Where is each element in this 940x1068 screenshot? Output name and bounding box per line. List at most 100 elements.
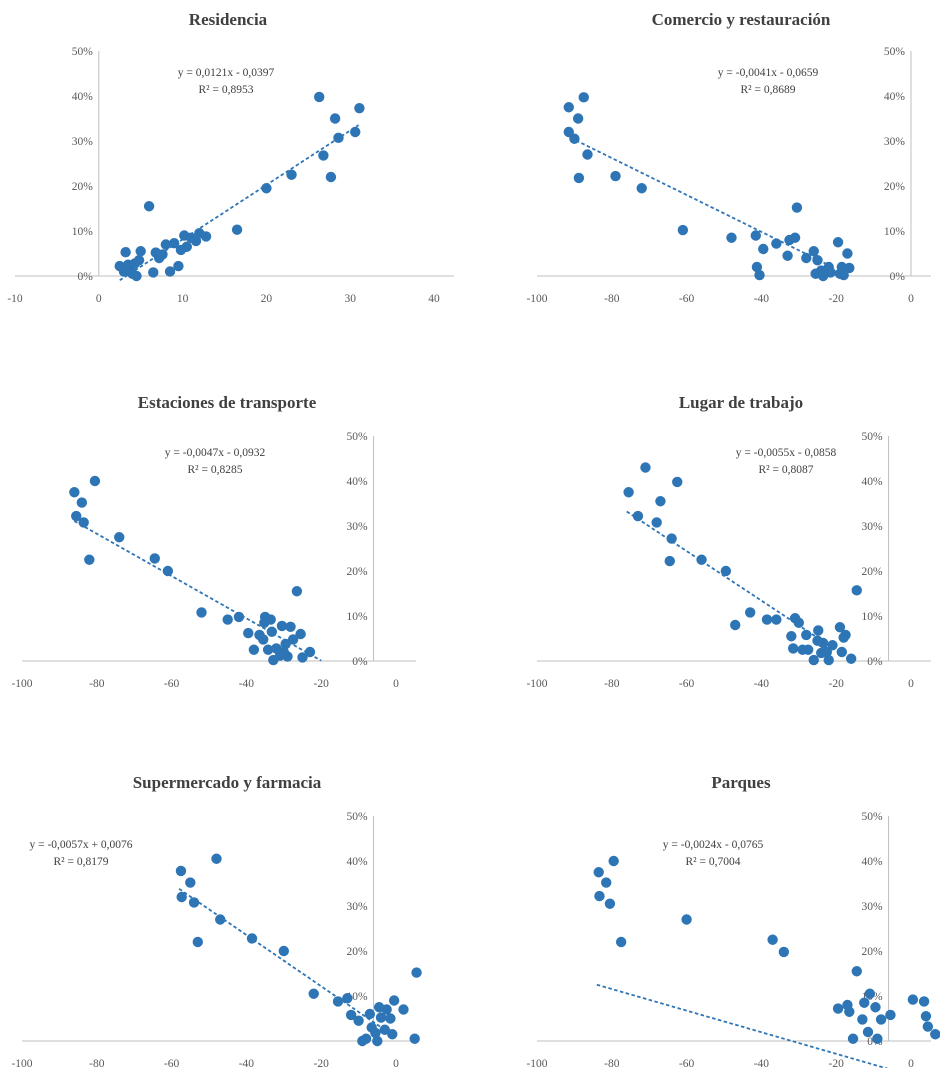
data-point [672, 476, 683, 488]
data-point [787, 643, 799, 654]
x-tick-label: -80 [604, 678, 620, 690]
data-point [750, 230, 761, 241]
x-tick-label: -10 [7, 293, 23, 305]
x-tick-label: -100 [11, 1058, 32, 1068]
data-point [89, 475, 101, 487]
data-point [84, 554, 95, 565]
trendline [570, 136, 830, 266]
y-tick-label: 30% [72, 136, 94, 148]
data-point [844, 262, 855, 274]
data-point [827, 640, 838, 651]
x-tick-label: -20 [314, 1058, 330, 1068]
chart-title: Residencia [189, 10, 268, 29]
data-point [726, 232, 737, 243]
data-point [655, 496, 666, 507]
y-tick-label: 50% [72, 46, 94, 58]
y-tick-label: 40% [346, 856, 368, 868]
data-point [813, 625, 824, 636]
scatter-panel: Supermercado y farmacia -100 -80 -60 -40 -20 0… [11, 773, 422, 1068]
data-point [411, 967, 422, 978]
y-tick-label: 30% [346, 521, 368, 533]
data-point [333, 132, 344, 144]
data-point [162, 565, 174, 577]
trend-equation: y = 0,0121x - 0,0397 [178, 67, 275, 79]
data-point [608, 855, 619, 867]
data-point [615, 936, 627, 948]
r-squared: R² = 0,8285 [188, 464, 243, 476]
y-tick-label: 50% [861, 811, 883, 823]
data-point [265, 614, 276, 625]
data-point [233, 611, 245, 623]
data-point [594, 890, 605, 902]
x-tick-label: -80 [89, 678, 105, 690]
data-point [918, 996, 930, 1007]
data-point [370, 1027, 381, 1039]
y-tick-label: 40% [861, 476, 883, 488]
data-point [120, 246, 131, 258]
data-point [350, 126, 361, 138]
chart-title: Estaciones de transporte [138, 393, 317, 412]
data-point [808, 246, 819, 257]
data-point [160, 239, 172, 250]
data-point [593, 867, 604, 878]
y-tick-label: 40% [346, 476, 368, 488]
data-point [651, 517, 662, 528]
data-point [720, 565, 732, 577]
trendline [596, 983, 889, 1068]
data-point [69, 487, 80, 498]
data-point [632, 510, 644, 522]
data-point [388, 995, 400, 1006]
trend-equation: y = -0,0024x - 0,0765 [663, 839, 764, 851]
data-point [801, 629, 812, 641]
data-point [246, 933, 258, 944]
x-tick-label: 0 [393, 678, 399, 690]
x-tick-label: -80 [89, 1058, 105, 1068]
data-point [282, 651, 293, 662]
data-point [930, 1029, 940, 1040]
data-point [188, 897, 200, 908]
data-point [297, 652, 308, 663]
data-point [192, 936, 203, 948]
x-tick-label: -20 [829, 1058, 845, 1068]
data-point [864, 988, 876, 999]
data-point [164, 266, 176, 277]
x-tick-label: 0 [908, 678, 914, 690]
data-point [308, 988, 319, 999]
data-point [114, 532, 125, 543]
data-point [200, 231, 212, 242]
data-point [696, 554, 707, 565]
y-tick-label: 30% [861, 901, 883, 913]
data-point [149, 553, 160, 564]
data-point [379, 1024, 390, 1035]
r-squared: R² = 0,8179 [54, 856, 109, 868]
x-tick-label: -100 [526, 1058, 547, 1068]
scatter-panel: Lugar de trabajo -100 -80 -60 -40 -20 0 0% 10% 20… [526, 393, 931, 690]
data-point [131, 270, 142, 282]
y-tick-label: 50% [884, 46, 906, 58]
x-tick-label: 20 [261, 293, 273, 305]
r-squared: R² = 0,8689 [741, 84, 796, 96]
data-point [243, 627, 254, 639]
data-point [286, 169, 297, 180]
data-point [262, 644, 274, 655]
data-point [176, 891, 187, 903]
data-point [215, 914, 226, 925]
y-tick-label: 20% [884, 181, 906, 193]
y-tick-label: 40% [861, 856, 883, 868]
data-point [573, 172, 585, 184]
data-point [640, 462, 651, 473]
chart-title: Parques [711, 773, 771, 792]
x-tick-label: 0 [908, 293, 914, 305]
y-tick-label: 20% [346, 946, 368, 958]
x-tick-label: 40 [428, 293, 440, 305]
data-point [844, 1006, 855, 1017]
y-tick-label: 50% [346, 431, 368, 443]
x-tick-label: 10 [177, 293, 189, 305]
data-point [318, 150, 329, 161]
y-tick-label: 0% [867, 656, 883, 668]
y-tick-label: 20% [72, 181, 94, 193]
scatter-panel: Parques-100-80-60-40-2000%10%20%30%40%50… [526, 773, 940, 1068]
y-tick-label: 30% [884, 136, 906, 148]
data-point [875, 1014, 887, 1025]
y-tick-label: 0% [352, 656, 368, 668]
